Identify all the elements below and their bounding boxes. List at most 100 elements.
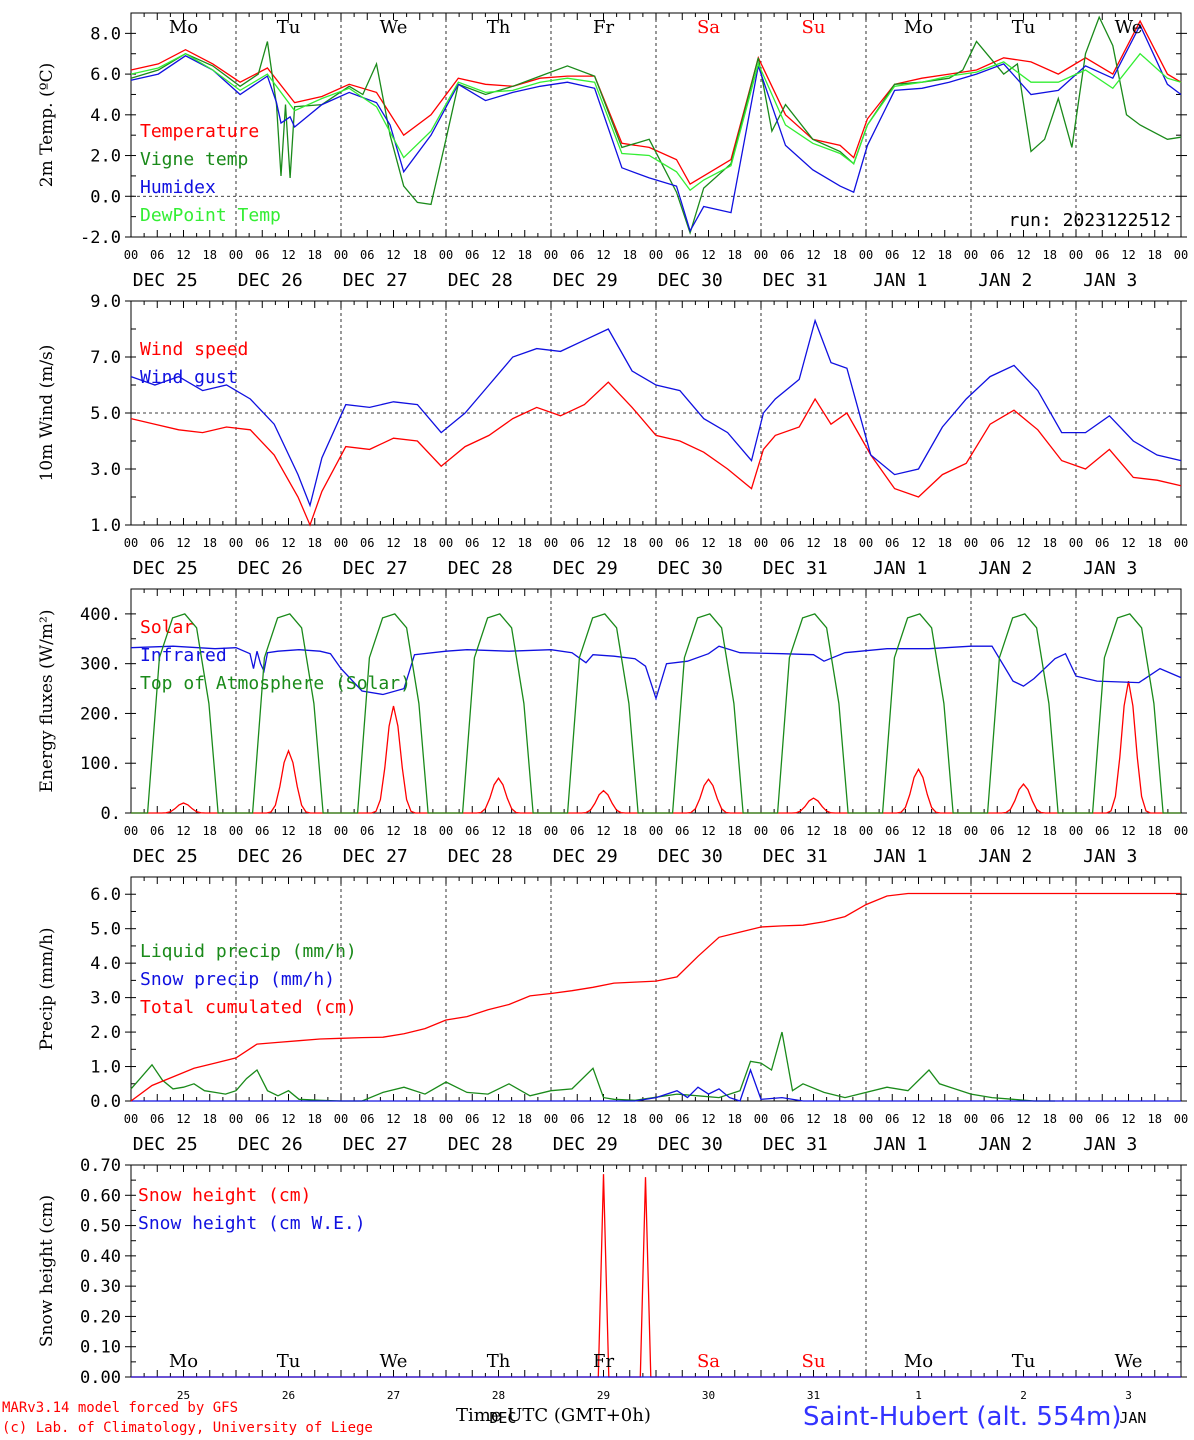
ytick-label: 3.0 (90, 460, 121, 480)
hour-tick-label: 18 (623, 248, 637, 262)
hour-tick-label: 00 (124, 1112, 138, 1126)
date-label: DEC 31 (763, 270, 828, 291)
hour-tick-label: 06 (990, 248, 1004, 262)
ytick-label: 200. (80, 704, 121, 724)
date-label: DEC 28 (448, 846, 513, 867)
ylabel-energy: Energy fluxes (W/m²) (37, 610, 57, 793)
ylabel-temp: 2m Temp. (ºC) (37, 63, 57, 188)
bottom-day-number: 2 (1020, 1389, 1027, 1402)
hour-tick-label: 12 (491, 824, 505, 838)
weekday-label: We (1115, 1351, 1143, 1372)
hour-tick-label: 00 (859, 248, 873, 262)
ytick-label: 6.0 (90, 885, 121, 905)
hour-tick-label: 00 (754, 824, 768, 838)
series-line-wind-1 (130, 318, 1182, 508)
legend-entry-energy: Infrared (140, 645, 227, 666)
date-label: JAN 2 (978, 846, 1032, 867)
hour-tick-label: 00 (964, 248, 978, 262)
hour-tick-label: 06 (885, 536, 899, 550)
hour-tick-label: 18 (938, 536, 952, 550)
ytick-label: 2.0 (90, 1023, 121, 1043)
hour-tick-label: 06 (1095, 824, 1109, 838)
date-label: DEC 30 (658, 1134, 723, 1155)
date-label: DEC 28 (448, 558, 513, 579)
panel-frame-energy (130, 588, 1182, 814)
date-label: JAN 1 (873, 1134, 927, 1155)
series-line-temp-2 (130, 23, 1182, 233)
ytick-label: 0.30 (80, 1277, 121, 1297)
hour-tick-label: 06 (255, 536, 269, 550)
bottom-day-number: 30 (702, 1389, 715, 1402)
hour-tick-label: 06 (150, 536, 164, 550)
hour-tick-label: 00 (649, 248, 663, 262)
date-label: DEC 29 (553, 558, 618, 579)
hour-tick-label: 06 (570, 248, 584, 262)
hour-tick-label: 00 (439, 248, 453, 262)
hour-tick-label: 00 (544, 1112, 558, 1126)
hour-tick-label: 18 (833, 1112, 847, 1126)
hour-tick-label: 18 (1043, 1112, 1057, 1126)
legend-entry-wind: Wind speed (140, 339, 248, 360)
hour-tick-label: 06 (255, 1112, 269, 1126)
weekday-label: Mo (169, 1351, 198, 1372)
hour-tick-label: 06 (675, 1112, 689, 1126)
hour-tick-label: 12 (1016, 1112, 1030, 1126)
xaxis-title: Time UTC (GMT+0h) (456, 1405, 651, 1426)
bottom-day-number: 28 (492, 1389, 505, 1402)
ytick-label: 300. (80, 655, 121, 675)
hour-tick-label: 18 (833, 824, 847, 838)
date-label: JAN 3 (1083, 558, 1137, 579)
series-line-precip-1 (131, 1068, 1181, 1102)
legend-entry-energy: Top of Atmosphere (Solar) (140, 673, 411, 694)
date-label: DEC 26 (238, 270, 303, 291)
footer-model-line: MARv3.14 model forced by GFS (2, 1400, 239, 1416)
hour-tick-label: 18 (728, 824, 742, 838)
hour-tick-label: 18 (518, 1112, 532, 1126)
hour-tick-label: 06 (990, 1112, 1004, 1126)
hour-tick-label: 06 (675, 248, 689, 262)
bottom-month-label: JAN (1119, 1409, 1146, 1427)
series-line-precip-0 (130, 1031, 1055, 1102)
hour-tick-label: 00 (964, 824, 978, 838)
date-label: DEC 25 (133, 1134, 198, 1155)
date-label: JAN 3 (1083, 1134, 1137, 1155)
ytick-label: 100. (80, 754, 121, 774)
ytick-label: -2.0 (80, 228, 121, 248)
hour-tick-label: 12 (176, 248, 190, 262)
hour-tick-label: 18 (203, 536, 217, 550)
bottom-day-number: 27 (387, 1389, 400, 1402)
date-label: DEC 29 (553, 846, 618, 867)
hour-tick-label: 12 (701, 824, 715, 838)
hour-tick-label: 18 (938, 824, 952, 838)
legend-entry-snow: Snow height (cm) (138, 1185, 311, 1206)
hour-tick-label: 12 (806, 248, 820, 262)
date-label: DEC 27 (343, 1134, 408, 1155)
date-label: DEC 27 (343, 558, 408, 579)
ytick-label: 5.0 (90, 920, 121, 940)
legend-entry-energy: Solar (140, 617, 194, 638)
series-line-temp-1 (130, 15, 1182, 236)
hour-tick-label: 06 (990, 824, 1004, 838)
hour-tick-label: 06 (465, 824, 479, 838)
hour-tick-label: 18 (518, 536, 532, 550)
hour-tick-label: 00 (859, 824, 873, 838)
hour-tick-label: 00 (859, 1112, 873, 1126)
hour-tick-label: 00 (754, 536, 768, 550)
hour-tick-label: 12 (701, 536, 715, 550)
date-label: DEC 31 (763, 558, 828, 579)
bottom-day-number: 26 (282, 1389, 295, 1402)
weekday-label: Sa (697, 17, 720, 38)
hour-tick-label: 00 (1174, 824, 1188, 838)
hour-tick-label: 18 (413, 536, 427, 550)
hour-tick-label: 00 (1174, 536, 1188, 550)
date-label: DEC 29 (553, 270, 618, 291)
hour-tick-label: 12 (491, 1112, 505, 1126)
hour-tick-label: 00 (859, 536, 873, 550)
weekday-label: Tu (1012, 1351, 1036, 1372)
hour-tick-label: 06 (570, 824, 584, 838)
weekday-label: Su (802, 1351, 826, 1372)
hour-tick-label: 00 (964, 1112, 978, 1126)
hour-tick-label: 12 (281, 824, 295, 838)
bottom-day-number: 29 (597, 1389, 610, 1402)
